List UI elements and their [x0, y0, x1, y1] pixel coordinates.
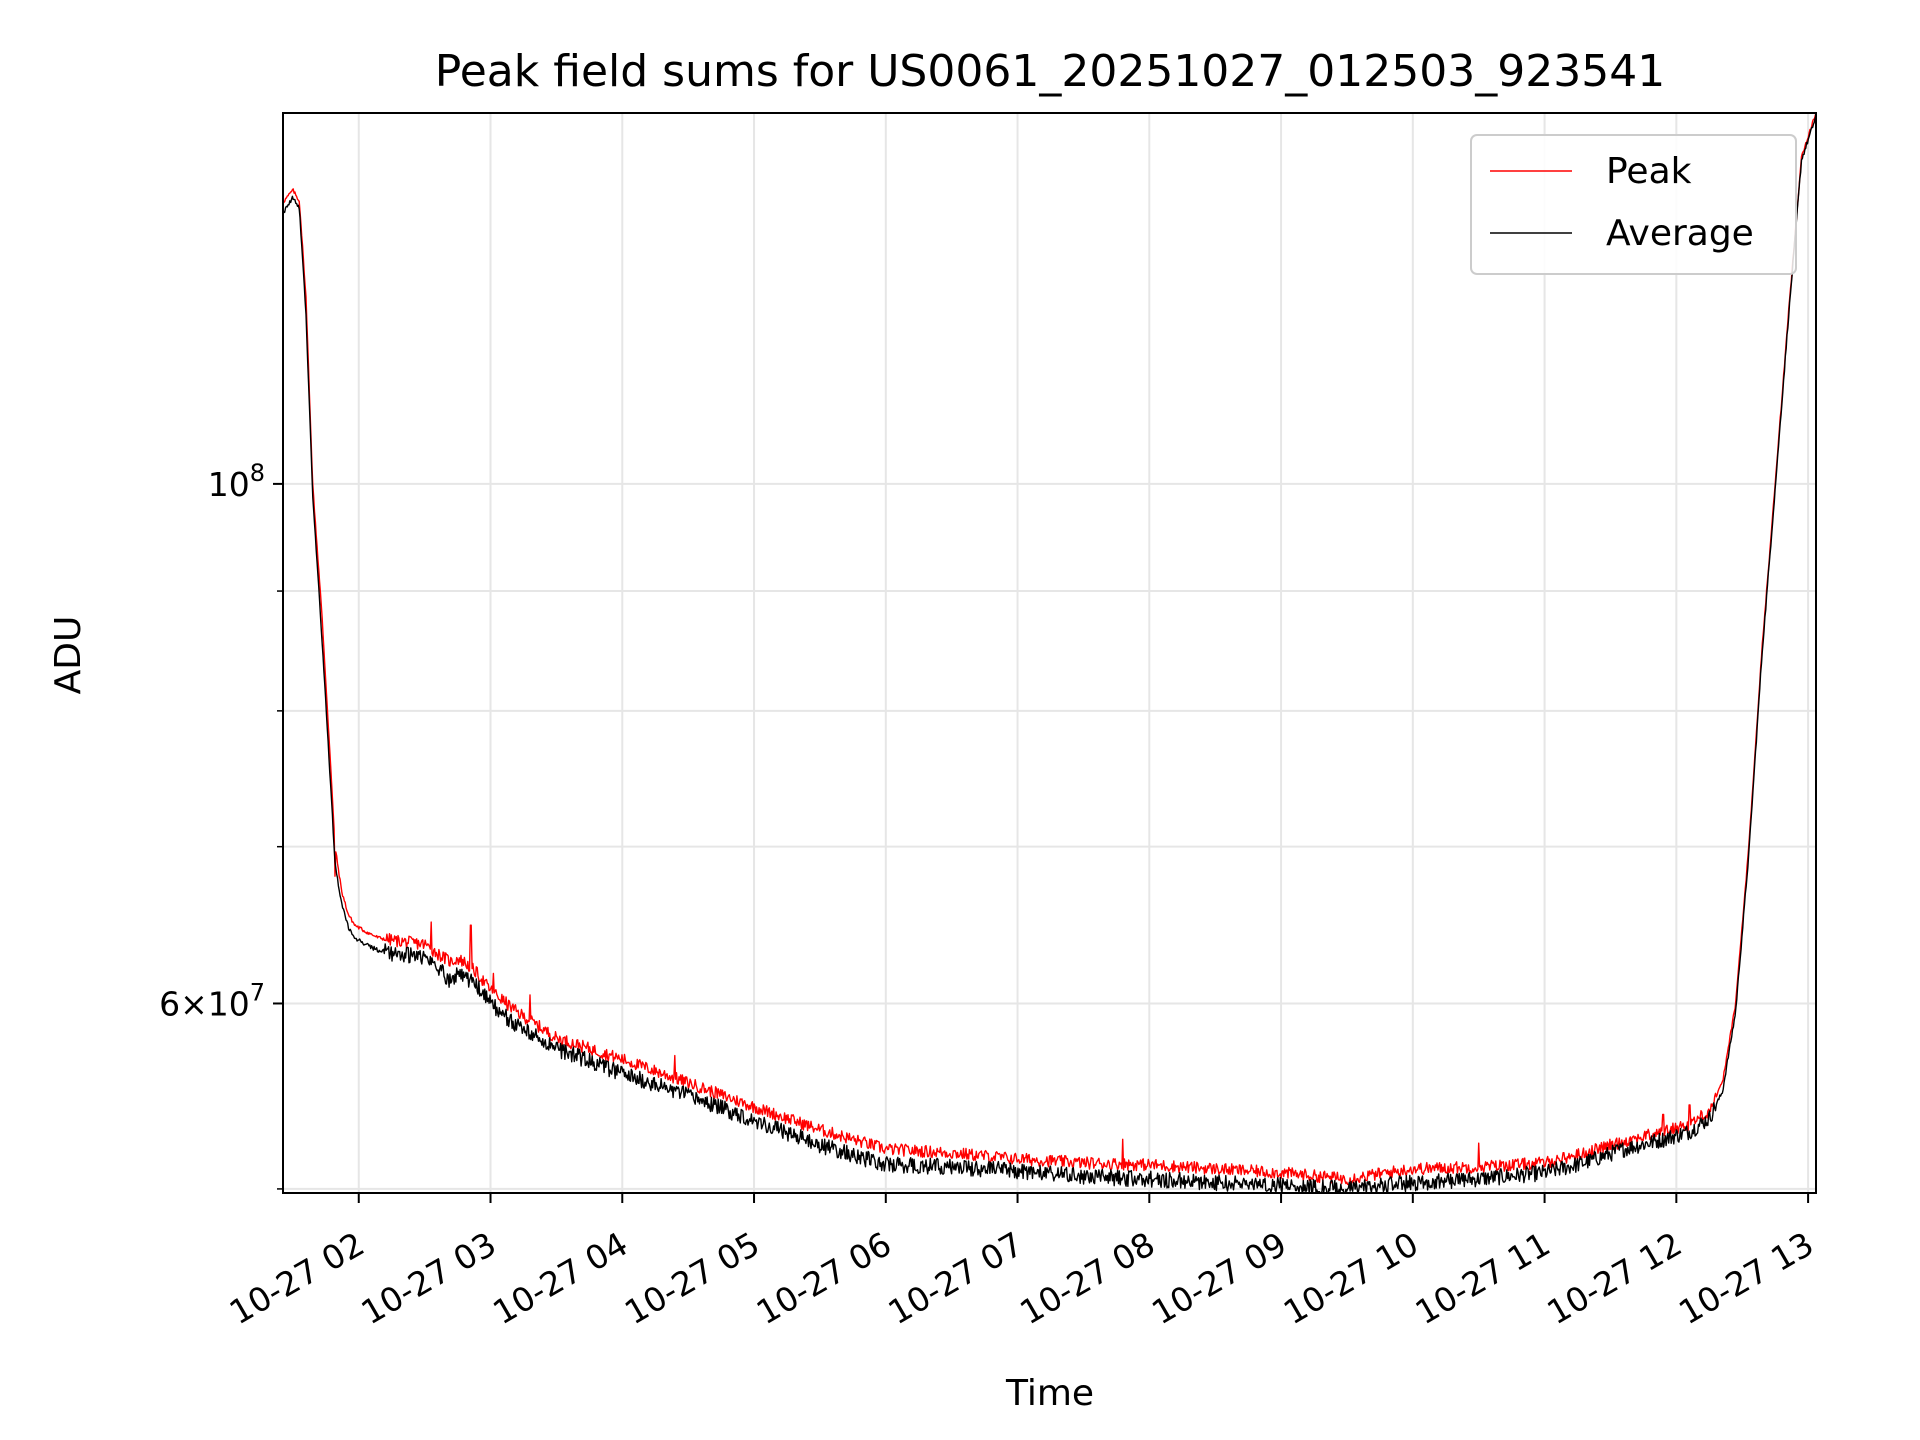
series-area — [283, 113, 1816, 1193]
plot-frame — [282, 112, 1817, 1194]
x-axis-label: Time — [1005, 1373, 1094, 1414]
y-axis: 108 6×107 — [159, 459, 283, 1190]
legend-label-average: Average — [1606, 213, 1754, 254]
y-tick-label: 108 — [208, 459, 265, 504]
y-tick-label: 6×107 — [159, 978, 265, 1023]
legend-label-peak: Peak — [1606, 151, 1692, 192]
series-line-peak — [283, 113, 1816, 1186]
chart-title: Peak field sums for US0061_20251027_0125… — [435, 46, 1665, 97]
series-line-average — [283, 115, 1816, 1193]
legend-box — [1470, 134, 1797, 275]
legend: Peak Average — [1470, 134, 1797, 275]
grid — [283, 113, 1816, 1193]
y-axis-label: ADU — [48, 616, 89, 695]
